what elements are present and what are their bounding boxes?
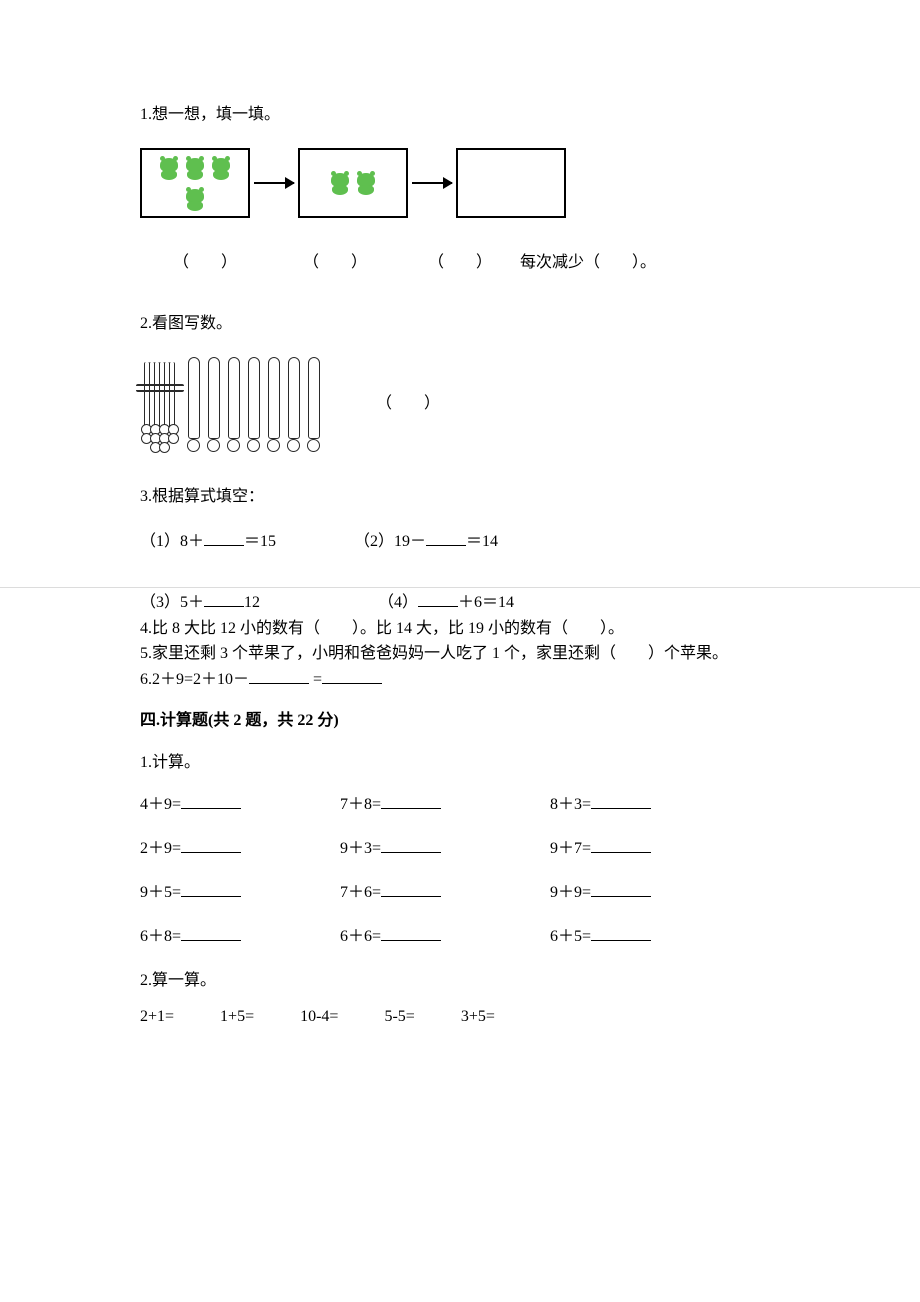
calc1-title: 1.计算。 xyxy=(140,748,780,772)
stick-icon xyxy=(226,357,240,452)
q3-2-rhs: ＝14 xyxy=(466,533,498,550)
blank xyxy=(249,667,309,684)
frog-icon xyxy=(184,156,206,180)
q6-b: = xyxy=(309,671,322,688)
calc-item: 9＋9= xyxy=(550,878,750,902)
divider xyxy=(0,587,920,588)
frog-icon xyxy=(355,171,377,195)
blank xyxy=(322,667,382,684)
q3-1-rhs: ＝15 xyxy=(244,533,276,550)
blank xyxy=(591,924,651,941)
blank xyxy=(381,792,441,809)
blank xyxy=(181,836,241,853)
question-6: 6.2＋9=2＋10－ = xyxy=(140,667,780,693)
calc-item: 2＋9= xyxy=(140,834,340,858)
q1-title: 1.想一想，填一填。 xyxy=(140,100,780,130)
blank xyxy=(418,590,458,607)
calc1-grid: 4＋9=7＋8=8＋3= 2＋9=9＋3=9＋7= 9＋5=7＋6= 9＋9= 6＋8… xyxy=(140,790,780,946)
calc-item: 3+5= xyxy=(461,1008,495,1026)
blank xyxy=(181,924,241,941)
calc-item: 9＋7= xyxy=(550,834,750,858)
calc-1: 1.计算。 4＋9=7＋8=8＋3= 2＋9=9＋3=9＋7= 9＋5=7＋6= 9… xyxy=(140,748,780,946)
calc-item: 6＋5= xyxy=(550,922,750,946)
question-2: 2.看图写数。 （ ） xyxy=(140,309,780,452)
stick-icon xyxy=(286,357,300,452)
blank xyxy=(181,880,241,897)
question-3: 3.根据算式填空： （1）8＋ ＝15 （2）19－ ＝14 xyxy=(140,482,780,557)
blank xyxy=(591,880,651,897)
calc-item: 4＋9= xyxy=(140,790,340,814)
q2-title: 2.看图写数。 xyxy=(140,309,780,339)
blank xyxy=(381,880,441,897)
q2-blank: （ ） xyxy=(376,389,440,419)
question-4: 4.比 8 大比 12 小的数有（ ）。比 14 大，比 19 小的数有（ ）。 xyxy=(140,616,780,642)
q3-line2: （3）5＋ 12 （4） ＋6＝14 xyxy=(140,590,780,616)
q3-1-lhs: （1）8＋ xyxy=(140,533,204,550)
blank xyxy=(204,529,244,546)
calc-item: 7＋6= xyxy=(340,878,550,902)
stick-icon xyxy=(206,357,220,452)
stick-bundle-icon xyxy=(140,362,180,452)
blank xyxy=(381,924,441,941)
stick-icon xyxy=(266,357,280,452)
calc-item: 9＋3= xyxy=(340,834,550,858)
q1-blank-2: （ ） xyxy=(270,248,400,278)
q1-box-3 xyxy=(456,148,566,218)
blank xyxy=(204,590,244,607)
q3-4-lhs: （4） xyxy=(378,594,418,611)
question-5: 5.家里还剩 3 个苹果了，小明和爸爸妈妈一人吃了 1 个，家里还剩（ ）个苹果… xyxy=(140,641,780,667)
blank xyxy=(591,836,651,853)
q1-box-1 xyxy=(140,148,250,218)
stick-icon xyxy=(306,357,320,452)
calc-item: 5-5= xyxy=(384,1008,414,1026)
calc-item: 8＋3= xyxy=(550,790,750,814)
arrow-icon xyxy=(412,182,452,184)
frog-icon xyxy=(158,156,180,180)
q6-a: 6.2＋9=2＋10－ xyxy=(140,671,249,688)
calc2-row: 2+1= 1+5= 10-4= 5-5= 3+5= xyxy=(140,1008,780,1026)
q1-tail: 每次减少（ ）。 xyxy=(520,248,656,278)
q3-4-rhs: ＋6＝14 xyxy=(458,594,514,611)
q1-box-2 xyxy=(298,148,408,218)
stick-icon xyxy=(246,357,260,452)
q1-answers: （ ） （ ） （ ） 每次减少（ ）。 xyxy=(140,248,780,278)
section-4-title: 四.计算题(共 2 题，共 22 分) xyxy=(140,706,780,730)
q1-blank-1: （ ） xyxy=(140,248,270,278)
question-1: 1.想一想，填一填。 （ ） （ ） （ ） 每次减少（ ）。 xyxy=(140,100,780,279)
blank xyxy=(181,792,241,809)
q1-blank-3: （ ） xyxy=(400,248,520,278)
arrow-icon xyxy=(254,182,294,184)
frog-icon xyxy=(210,156,232,180)
q1-boxes xyxy=(140,148,780,218)
blank xyxy=(591,792,651,809)
calc-item: 1+5= xyxy=(220,1008,254,1026)
q3-2-lhs: （2）19－ xyxy=(354,533,426,550)
q3-3-rhs: 12 xyxy=(244,594,260,611)
frog-icon xyxy=(329,171,351,195)
frog-icon xyxy=(184,187,206,211)
loose-sticks xyxy=(186,357,320,452)
q3-line1: （1）8＋ ＝15 （2）19－ ＝14 xyxy=(140,527,780,557)
calc-item: 2+1= xyxy=(140,1008,174,1026)
q3-3-lhs: （3）5＋ xyxy=(140,594,204,611)
calc-item: 9＋5= xyxy=(140,878,340,902)
calc-item: 10-4= xyxy=(300,1008,338,1026)
calc-item: 6＋6= xyxy=(340,922,550,946)
q2-sticks: （ ） xyxy=(140,357,780,452)
calc-2: 2.算一算。 2+1= 1+5= 10-4= 5-5= 3+5= xyxy=(140,966,780,1026)
stick-icon xyxy=(186,357,200,452)
calc2-title: 2.算一算。 xyxy=(140,966,780,990)
q3-title: 3.根据算式填空： xyxy=(140,482,780,512)
blank xyxy=(426,529,466,546)
blank xyxy=(381,836,441,853)
calc-item: 6＋8= xyxy=(140,922,340,946)
calc-item: 7＋8= xyxy=(340,790,550,814)
